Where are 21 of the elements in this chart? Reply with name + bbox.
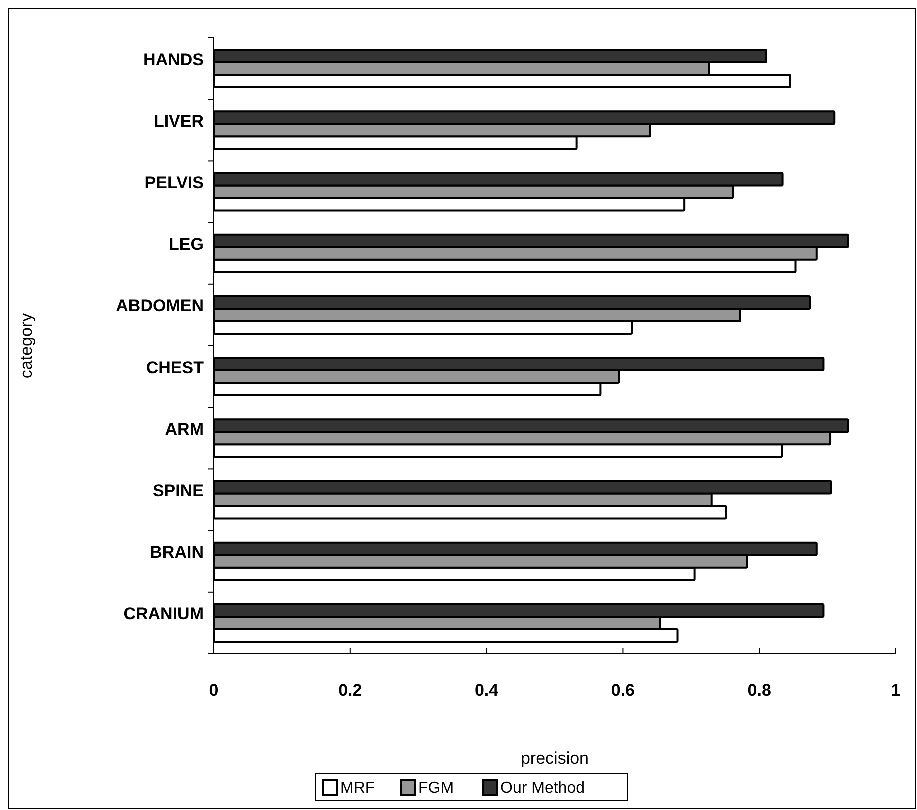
legend-label: FGM	[418, 780, 454, 797]
y-tick-label: ARM	[165, 420, 204, 439]
x-axis-title: precision	[520, 749, 590, 768]
y-axis-title: category	[17, 312, 36, 379]
y-tick-label: HANDS	[144, 50, 204, 70]
y-tick-label: CHEST	[146, 358, 205, 378]
y-tick-label: BRAIN	[150, 543, 204, 562]
y-tick-label: LEG	[169, 235, 204, 254]
y-tick-label: CRANIUM	[124, 604, 204, 624]
x-tick-label: 0.2	[338, 681, 362, 700]
x-tick-label: 0.8	[748, 681, 772, 700]
x-tick-label: 0.6	[611, 681, 636, 700]
y-tick-label: PELVIS	[144, 173, 204, 192]
x-tick-label: 0.4	[474, 681, 500, 700]
x-tick-label: 0	[209, 681, 219, 700]
x-tick-label: 1	[891, 681, 901, 700]
y-tick-label: SPINE	[152, 481, 204, 500]
y-tick-label: LIVER	[154, 112, 204, 131]
legend-label: MRF	[340, 780, 376, 797]
y-tick-label: ABDOMEN	[116, 296, 204, 316]
legend-label: Our Method	[500, 780, 585, 797]
